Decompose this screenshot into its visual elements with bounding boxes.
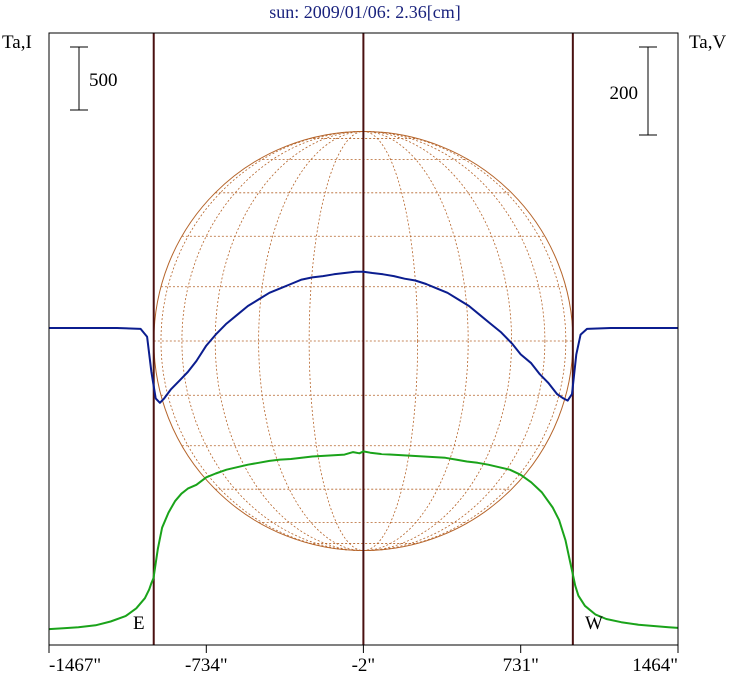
left-axis-label: Ta,I (2, 32, 32, 53)
series-group (48, 270, 679, 631)
right-axis-label: Ta,V (689, 32, 726, 53)
longitude-line (181, 131, 546, 551)
x-tick-label: -2" (352, 655, 376, 676)
x-tick-label: -1467" (49, 655, 101, 676)
x-axis-ticks: -1467" -734" -2" 731" 1464" (48, 645, 679, 676)
longitude-line (160, 131, 567, 551)
limb-lines (152, 33, 574, 645)
east-limb-label: E (133, 613, 145, 634)
x-tick-label: 731" (503, 655, 539, 676)
chart-title: sun: 2009/01/06: 2.36[cm] (269, 2, 461, 22)
x-tick-label: -734" (185, 655, 228, 676)
west-limb-label: W (585, 613, 603, 634)
scale-bars: 500 200 (70, 46, 657, 136)
right-scale-bar-label: 200 (610, 83, 639, 104)
x-tick-label: 1464" (632, 655, 678, 676)
stokes-v-line (49, 270, 678, 404)
stokes-i-line (48, 450, 679, 631)
left-scale-bar-label: 500 (89, 70, 118, 91)
